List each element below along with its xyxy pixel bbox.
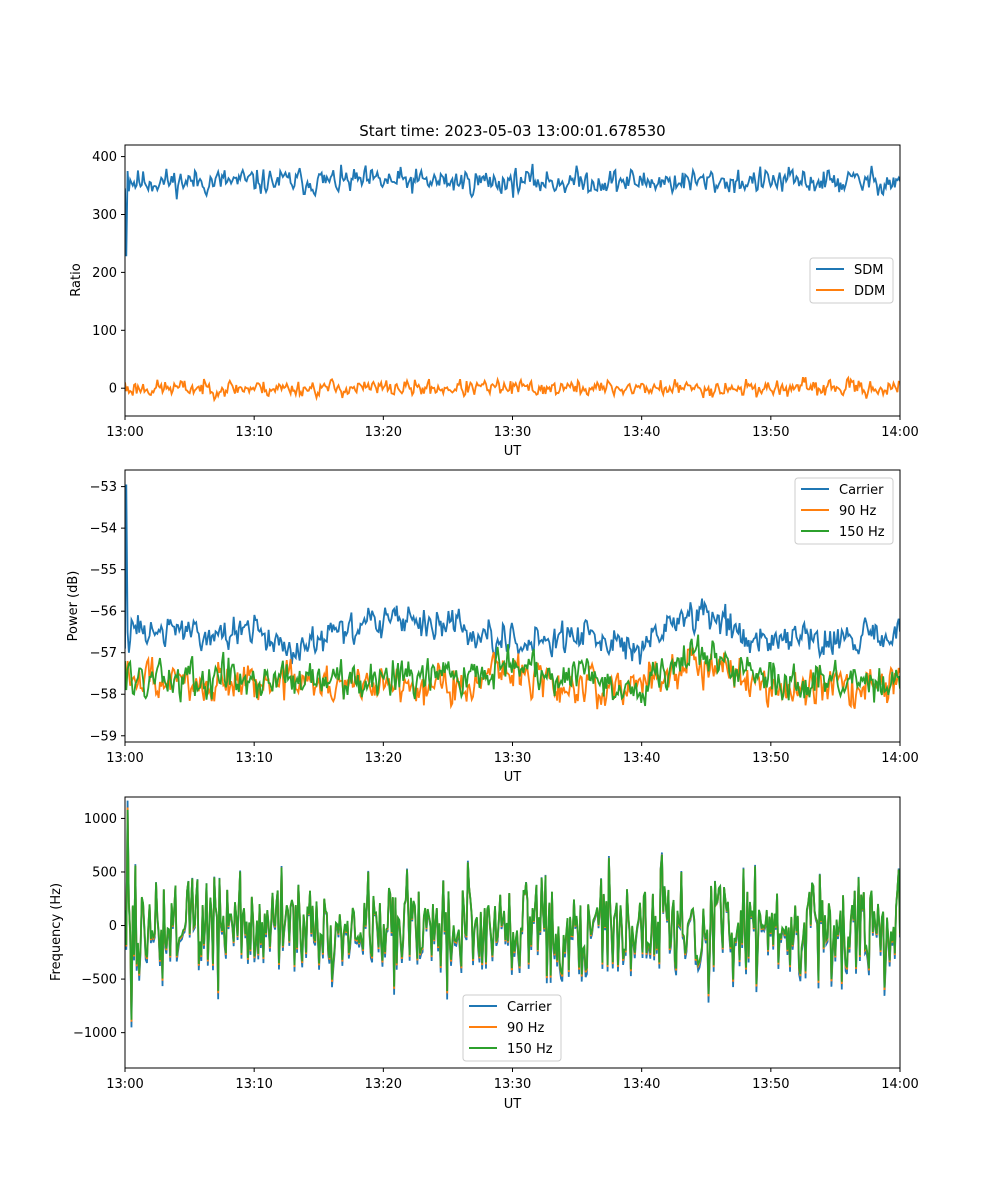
- legend-label: Carrier: [839, 483, 884, 498]
- series-line-90-hz: [125, 645, 900, 710]
- y-tick-label: −54: [90, 522, 117, 537]
- plot-frame: [124, 469, 901, 743]
- y-tick-label: −500: [81, 973, 117, 988]
- legend-label: 90 Hz: [507, 1021, 544, 1036]
- legend-label: 150 Hz: [839, 525, 885, 540]
- y-tick-label: 1000: [84, 812, 117, 827]
- x-tick-label: 13:20: [365, 1077, 402, 1092]
- legend-label: 150 Hz: [507, 1042, 553, 1057]
- x-tick-label: 13:10: [235, 1077, 272, 1092]
- legend-label: 90 Hz: [839, 504, 876, 519]
- legend-box: [462, 994, 562, 1062]
- y-tick-label: −57: [90, 646, 117, 661]
- panel-frequency: Frequency (Hz) UT 13:00 13:10 13:20 13:30 13…: [49, 796, 919, 1112]
- x-tick-label: 13:10: [235, 751, 272, 766]
- panel-ratio: Start time: 2023-05-03 13:00:01.678530 R…: [69, 122, 919, 459]
- y-tick-label: 500: [92, 865, 117, 880]
- series-line-carrier: [125, 484, 900, 665]
- y-tick-label: −56: [90, 605, 117, 620]
- legend-label: DDM: [854, 284, 885, 299]
- y-axis-label: Frequency (Hz): [49, 883, 64, 981]
- x-axis-label: UT: [504, 770, 522, 785]
- x-tick-label: 13:50: [752, 1077, 789, 1092]
- chart-title: Start time: 2023-05-03 13:00:01.678530: [359, 122, 665, 140]
- series-line-150-hz: [125, 809, 900, 1020]
- y-tick-label: 0: [109, 382, 117, 397]
- x-tick-label: 13:20: [365, 425, 402, 440]
- y-tick-label: 0: [109, 919, 117, 934]
- legend: Carrier 90 Hz 150 Hz: [794, 477, 894, 545]
- x-tick-label: 13:40: [623, 1077, 660, 1092]
- y-tick-label: 400: [92, 150, 117, 165]
- x-tick-label: 14:00: [881, 1077, 918, 1092]
- x-tick-label: 13:50: [752, 425, 789, 440]
- legend-label: Carrier: [507, 1000, 552, 1015]
- y-axis-label: Power (dB): [66, 571, 81, 642]
- y-tick-label: 300: [92, 208, 117, 223]
- legend-label: SDM: [854, 263, 883, 278]
- x-tick-label: 13:40: [623, 425, 660, 440]
- y-tick-label: −53: [90, 480, 117, 495]
- series-line-sdm: [125, 163, 900, 257]
- x-tick-label: 13:30: [494, 1077, 531, 1092]
- x-tick-label: 13:40: [623, 751, 660, 766]
- y-axis-label: Ratio: [69, 263, 84, 296]
- x-tick-label: 13:00: [106, 425, 143, 440]
- x-tick-label: 14:00: [881, 751, 918, 766]
- y-tick-label: −1000: [73, 1026, 117, 1041]
- x-axis-label: UT: [504, 1097, 522, 1112]
- legend: Carrier 90 Hz 150 Hz: [462, 994, 562, 1062]
- series-line-150-hz: [125, 634, 900, 707]
- x-tick-label: 13:00: [106, 751, 143, 766]
- series-line-ddm: [125, 375, 900, 403]
- y-tick-label: −59: [90, 729, 117, 744]
- panel-power: Power (dB) UT 13:00 13:10 13:20 13:30 13:40 1…: [66, 469, 919, 785]
- x-tick-label: 13:30: [494, 425, 531, 440]
- y-tick-label: 200: [92, 266, 117, 281]
- x-tick-label: 13:50: [752, 751, 789, 766]
- x-axis-label: UT: [504, 444, 522, 459]
- x-tick-label: 13:20: [365, 751, 402, 766]
- legend: SDM DDM: [809, 257, 894, 304]
- x-tick-label: 13:00: [106, 1077, 143, 1092]
- x-tick-label: 13:30: [494, 751, 531, 766]
- x-tick-label: 14:00: [881, 425, 918, 440]
- x-tick-label: 13:10: [235, 425, 272, 440]
- y-tick-label: 100: [92, 324, 117, 339]
- y-tick-label: −58: [90, 688, 117, 703]
- y-tick-label: −55: [90, 563, 117, 578]
- legend-box: [794, 477, 894, 545]
